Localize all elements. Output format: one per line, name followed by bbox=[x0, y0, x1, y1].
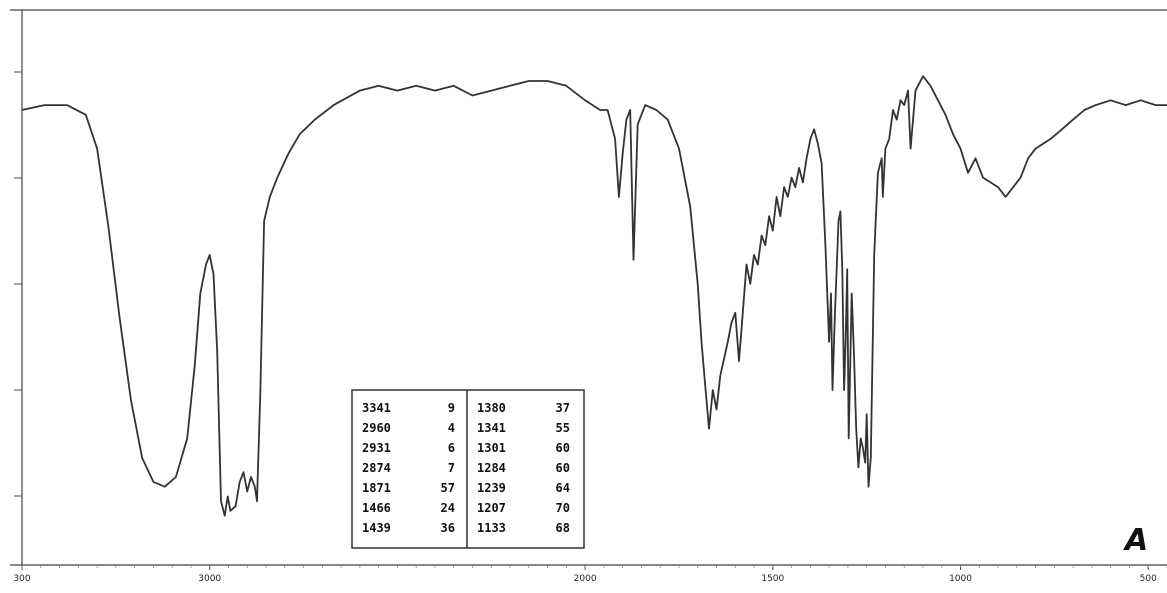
peak-wavenumber: 2960 bbox=[362, 421, 391, 435]
peak-table-frame bbox=[351, 389, 585, 549]
peak-transmittance: 7 bbox=[448, 461, 455, 475]
peak-wavenumber: 3341 bbox=[362, 401, 391, 415]
peak-transmittance: 60 bbox=[556, 461, 570, 475]
peak-transmittance: 36 bbox=[441, 521, 455, 535]
peak-transmittance: 55 bbox=[556, 421, 570, 435]
peak-wavenumber: 1380 bbox=[477, 401, 506, 415]
peak-transmittance: 9 bbox=[448, 401, 455, 415]
peak-transmittance: 37 bbox=[556, 401, 570, 415]
peak-transmittance: 4 bbox=[448, 421, 455, 435]
peak-wavenumber: 2931 bbox=[362, 441, 391, 455]
peak-table: 3341 9 2960 4 2931 6 2874 7 1871 57 1466 24 1439 36 13… bbox=[351, 389, 585, 549]
series-layer bbox=[21, 75, 1167, 517]
peak-transmittance: 57 bbox=[441, 481, 455, 495]
peak-wavenumber: 1341 bbox=[477, 421, 506, 435]
peak-transmittance: 6 bbox=[448, 441, 455, 455]
peak-transmittance: 24 bbox=[441, 501, 455, 515]
x-tick-label: 300 bbox=[13, 574, 30, 584]
x-tick-label: 2000 bbox=[574, 574, 597, 584]
peak-wavenumber: 1301 bbox=[477, 441, 506, 455]
y-axis-ticks bbox=[14, 71, 22, 497]
panel-label: A bbox=[1123, 523, 1148, 558]
peak-wavenumber: 2874 bbox=[362, 461, 391, 475]
peak-transmittance: 60 bbox=[556, 441, 570, 455]
peak-wavenumber: 1133 bbox=[477, 521, 506, 535]
peak-wavenumber: 1284 bbox=[477, 461, 506, 475]
peak-transmittance: 70 bbox=[556, 501, 570, 515]
peak-wavenumber: 1466 bbox=[362, 501, 391, 515]
x-tick-label: 500 bbox=[1140, 574, 1157, 584]
peak-wavenumber: 1871 bbox=[362, 481, 391, 495]
x-axis-ticks: 300 3000 2000 1500 1000 500 bbox=[13, 565, 1167, 584]
spectrum-line-0 bbox=[21, 75, 1167, 517]
x-tick-label: 3000 bbox=[198, 574, 221, 584]
peak-wavenumber: 1239 bbox=[477, 481, 506, 495]
x-tick-label: 1500 bbox=[761, 574, 784, 584]
peak-wavenumber: 1439 bbox=[362, 521, 391, 535]
peak-wavenumber: 1207 bbox=[477, 501, 506, 515]
peak-transmittance: 68 bbox=[556, 521, 570, 535]
peak-transmittance: 64 bbox=[556, 481, 570, 495]
x-tick-label: 1000 bbox=[949, 574, 972, 584]
